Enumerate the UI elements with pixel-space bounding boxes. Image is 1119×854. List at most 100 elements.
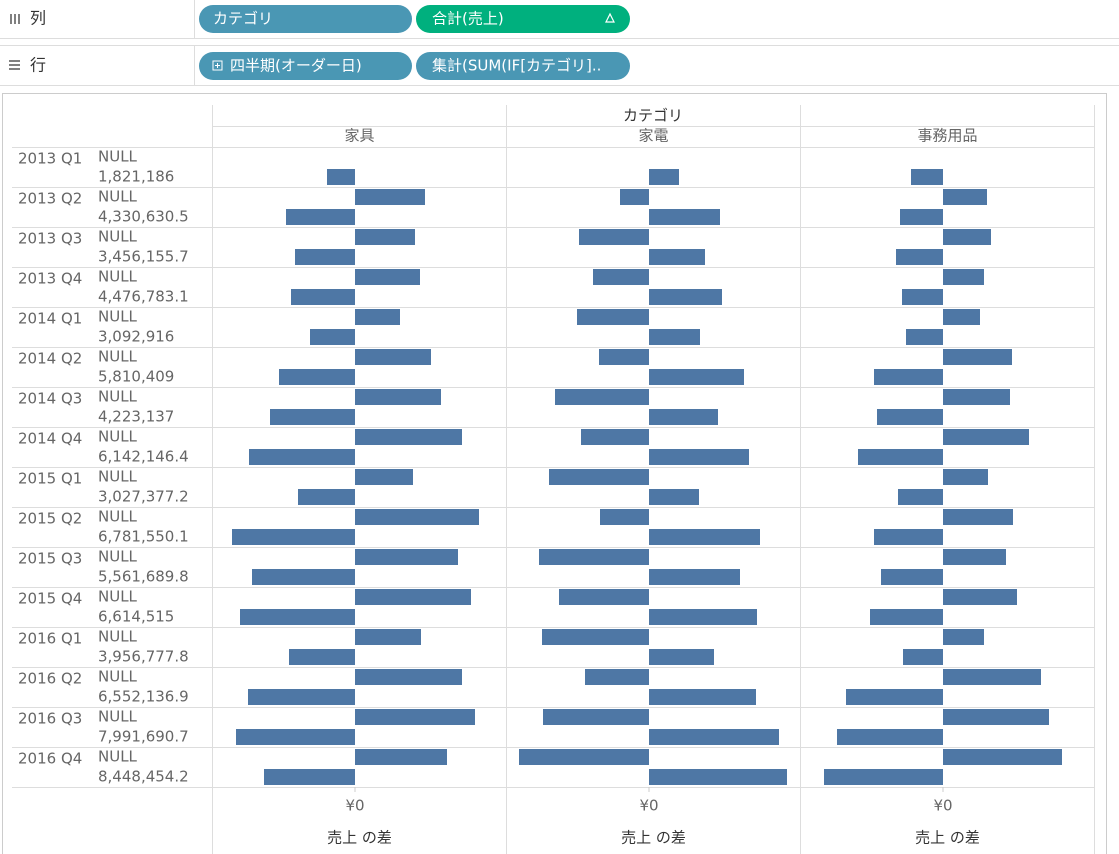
row-label: 3,456,155.7 (98, 248, 189, 266)
bar (355, 509, 479, 525)
bar (943, 429, 1029, 445)
category-header: 事務用品 (917, 127, 977, 145)
row-label: 6,781,550.1 (98, 528, 189, 546)
bar (649, 449, 749, 465)
bar (911, 169, 943, 185)
bar (279, 369, 355, 385)
bar (355, 669, 462, 685)
bar (874, 369, 943, 385)
row-label: NULL (98, 308, 138, 326)
bar (236, 729, 355, 745)
bar (824, 769, 943, 785)
bar (649, 609, 757, 625)
x-tick-label: ¥0 (639, 797, 658, 815)
row-label: 5,561,689.8 (98, 568, 189, 586)
bar (649, 249, 705, 265)
row-label: NULL (98, 548, 138, 566)
bar (355, 469, 413, 485)
row-label: NULL (98, 468, 138, 486)
row-label: 3,092,916 (98, 328, 174, 346)
bar (874, 529, 943, 545)
row-label: 1,821,186 (98, 168, 174, 186)
bar (943, 509, 1013, 525)
bar (579, 229, 649, 245)
row-label: NULL (98, 428, 138, 446)
row-label: 4,476,783.1 (98, 288, 189, 306)
row-label: NULL (98, 508, 138, 526)
bar (355, 589, 471, 605)
quarter-label: 2016 Q4 (18, 750, 82, 768)
bar (355, 429, 462, 445)
bar (896, 249, 943, 265)
pill[interactable] (416, 52, 630, 80)
x-axis-label: 売上 の差 (327, 829, 392, 847)
quarter-label: 2013 Q1 (18, 150, 82, 168)
bar (649, 729, 779, 745)
bar (355, 549, 458, 565)
x-tick-label: ¥0 (345, 797, 364, 815)
row-label: 7,991,690.7 (98, 728, 189, 746)
pill[interactable] (199, 52, 412, 80)
bar (649, 489, 699, 505)
rows-icon (9, 60, 20, 70)
bar (943, 549, 1006, 565)
bar (232, 529, 355, 545)
bar (264, 769, 355, 785)
sort-icon (605, 12, 615, 23)
bar (906, 329, 943, 345)
row-label: NULL (98, 188, 138, 206)
bar (649, 289, 722, 305)
bar (943, 349, 1012, 365)
bar (943, 229, 991, 245)
bar (943, 669, 1041, 685)
bar (649, 769, 787, 785)
bar (649, 409, 718, 425)
row-label: NULL (98, 228, 138, 246)
pill-label: 四半期(オーダー日) (230, 57, 362, 75)
pill-label: 集計(SUM(IF[カテゴリ].. (432, 57, 601, 75)
category-header: 家電 (638, 127, 668, 145)
bar (519, 749, 649, 765)
bar (355, 349, 431, 365)
bar (943, 749, 1062, 765)
bar (837, 729, 943, 745)
row-label: 4,223,137 (98, 408, 174, 426)
row-label: NULL (98, 628, 138, 646)
bar (289, 649, 355, 665)
bar (295, 249, 355, 265)
quarter-label: 2016 Q3 (18, 710, 82, 728)
row-label: NULL (98, 748, 138, 766)
bar (900, 209, 943, 225)
expand-icon (212, 60, 223, 71)
row-label: 6,614,515 (98, 608, 174, 626)
row-label: NULL (98, 388, 138, 406)
columns-icon (10, 14, 20, 24)
bar (559, 589, 649, 605)
pill[interactable] (199, 5, 412, 33)
quarter-label: 2015 Q3 (18, 550, 82, 568)
bar (881, 569, 943, 585)
x-tick-label: ¥0 (933, 797, 952, 815)
shelf-label: 列 (30, 9, 46, 28)
bar (943, 709, 1049, 725)
bar (542, 629, 649, 645)
bar (577, 309, 649, 325)
bar (549, 469, 649, 485)
row-label: 6,552,136.9 (98, 688, 189, 706)
row-label: NULL (98, 348, 138, 366)
bar (539, 549, 649, 565)
quarter-label: 2015 Q2 (18, 510, 82, 528)
pill[interactable] (416, 5, 630, 33)
bar (903, 649, 943, 665)
bar (943, 389, 1010, 405)
bar (249, 449, 355, 465)
x-axis-label: 売上 の差 (621, 829, 686, 847)
bar (355, 189, 425, 205)
shelf-label: 行 (30, 56, 46, 75)
bar (870, 609, 943, 625)
row-label: 4,330,630.5 (98, 208, 189, 226)
bar (858, 449, 943, 465)
x-axis-label: 売上 の差 (915, 829, 980, 847)
quarter-label: 2013 Q4 (18, 270, 82, 288)
quarter-label: 2013 Q3 (18, 230, 82, 248)
